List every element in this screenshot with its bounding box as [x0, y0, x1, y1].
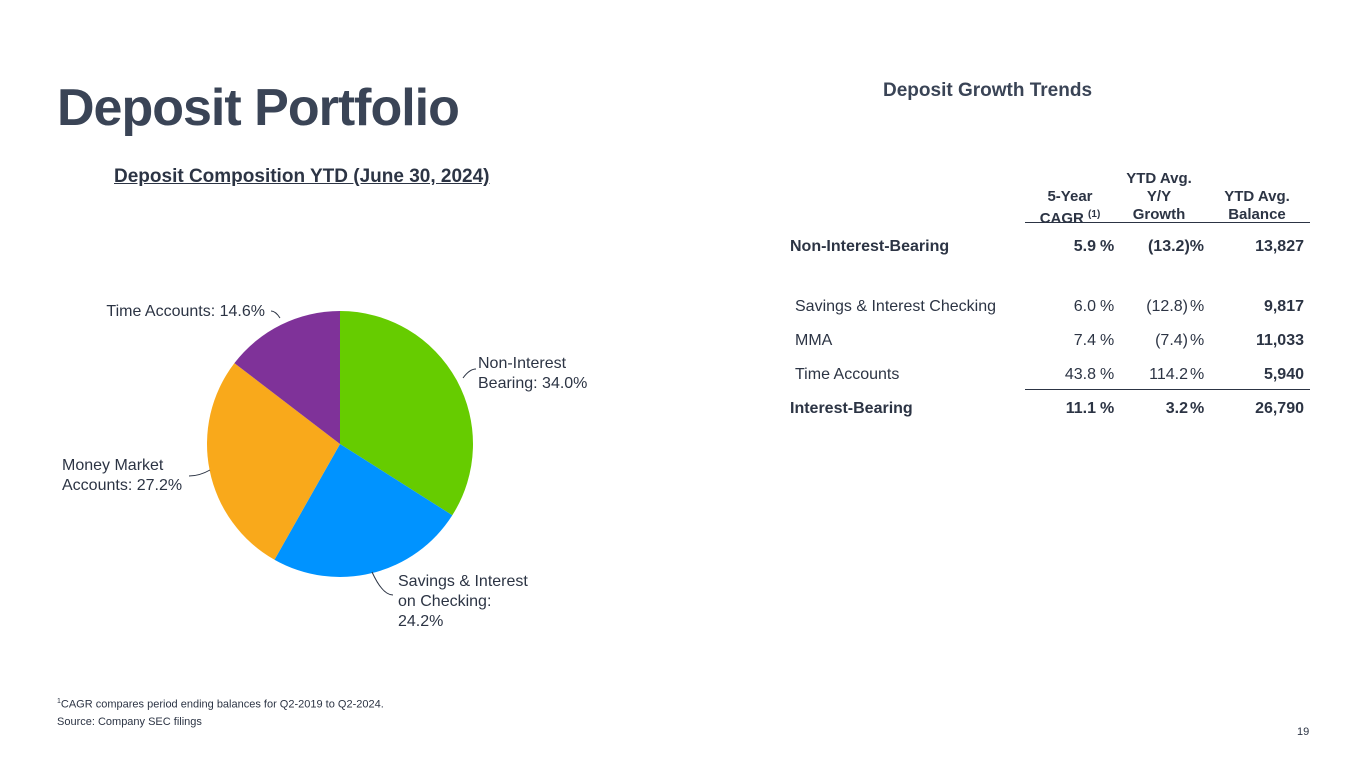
- header-yoy-line3: Growth: [1132, 206, 1186, 223]
- row-label-interest-bearing: Interest-Bearing: [790, 400, 913, 417]
- cell-yoy: (12.8): [1146, 298, 1188, 315]
- cell-yoy: 114.2: [1149, 366, 1188, 383]
- cell-balance: 13,827: [1255, 238, 1304, 255]
- pie-slice-money-market-accounts: [207, 363, 340, 560]
- cell-cagr-pct: %: [1100, 332, 1115, 349]
- cell-cagr: 7.4: [1073, 332, 1096, 349]
- cell-balance: 5,940: [1263, 366, 1304, 383]
- row-rule: [1025, 389, 1310, 390]
- cell-cagr-pct: %: [1100, 366, 1115, 383]
- pie-slice-non-interest-bearing: [340, 311, 474, 516]
- cell-cagr: 5.9: [1073, 238, 1096, 255]
- footnote-text: CAGR compares period ending balances for…: [60, 698, 384, 711]
- pie-data-label: Non-Interest Bearing: 34.0%: [478, 355, 587, 392]
- pie-data-label: Savings & Interest on Checking: 24.2%: [398, 573, 528, 630]
- row-label-savings: Savings & Interest Checking: [795, 298, 996, 315]
- pie-slice-savings-interest-on-checking: [274, 444, 453, 577]
- pie-leader-line: [270, 310, 281, 319]
- page-title: Deposit Portfolio: [57, 79, 460, 137]
- cell-cagr-pct: %: [1100, 298, 1115, 315]
- row-label-non-interest-bearing: Non-Interest-Bearing: [790, 238, 950, 255]
- row-label-time-accounts: Time Accounts: [795, 366, 900, 383]
- pie-data-label: Time Accounts: 14.6%: [106, 303, 265, 320]
- cell-yoy-pct: %: [1190, 298, 1205, 315]
- pie-leader-line: [462, 368, 477, 379]
- cell-cagr: 11.1: [1065, 400, 1096, 417]
- footnote-cagr: 1CAGR compares period ending balances fo…: [57, 698, 384, 711]
- footnote-marker: 1: [57, 698, 61, 705]
- cell-cagr-pct: %: [1100, 238, 1115, 255]
- pie-chart: Non-Interest Bearing: 34.0% Savings & Inte…: [62, 303, 587, 630]
- pie-slice-time-accounts: [234, 311, 340, 444]
- cell-balance: 26,790: [1255, 400, 1304, 417]
- header-yoy-line1: YTD Avg.: [1126, 170, 1192, 187]
- header-cagr-line1: 5-Year: [1047, 188, 1093, 205]
- header-balance-line2: Balance: [1228, 206, 1286, 223]
- header-yoy-line2: Y/Y: [1146, 188, 1172, 205]
- cell-yoy: 3.2: [1165, 400, 1188, 417]
- cell-cagr: 43.8: [1064, 366, 1096, 383]
- header-cagr-text: CAGR: [1039, 210, 1084, 227]
- footnote-source: Source: Company SEC filings: [57, 716, 202, 728]
- cell-balance: 11,033: [1255, 332, 1304, 349]
- header-balance-line1: YTD Avg.: [1224, 188, 1290, 205]
- header-cagr-footnote: (1): [1088, 209, 1101, 220]
- cell-yoy-pct: %: [1190, 366, 1205, 383]
- cell-yoy: (7.4): [1155, 332, 1188, 349]
- header-cagr-line2: CAGR (1): [1030, 206, 1110, 228]
- cell-cagr: 6.0: [1073, 298, 1096, 315]
- growth-table-title: Deposit Growth Trends: [883, 80, 1093, 101]
- page-number: 19: [1297, 726, 1310, 738]
- cell-yoy: (13.2)%: [1147, 238, 1204, 255]
- cell-yoy-pct: %: [1190, 332, 1205, 349]
- header-rule: [1025, 222, 1310, 223]
- pie-data-label: Money Market Accounts: 27.2%: [62, 457, 182, 494]
- cell-yoy-pct: %: [1190, 400, 1205, 417]
- header-yoy: YTD Avg. Y/Y Growth: [1114, 170, 1204, 224]
- chart-title: Deposit Composition YTD (June 30, 2024): [114, 166, 490, 187]
- header-balance: YTD Avg. Balance: [1212, 188, 1302, 224]
- row-label-mma: MMA: [795, 332, 833, 349]
- cell-cagr-pct: %: [1100, 400, 1115, 417]
- pie-leader-line: [371, 571, 394, 596]
- pie-leader-line: [188, 469, 211, 477]
- cell-balance: 9,817: [1263, 298, 1304, 315]
